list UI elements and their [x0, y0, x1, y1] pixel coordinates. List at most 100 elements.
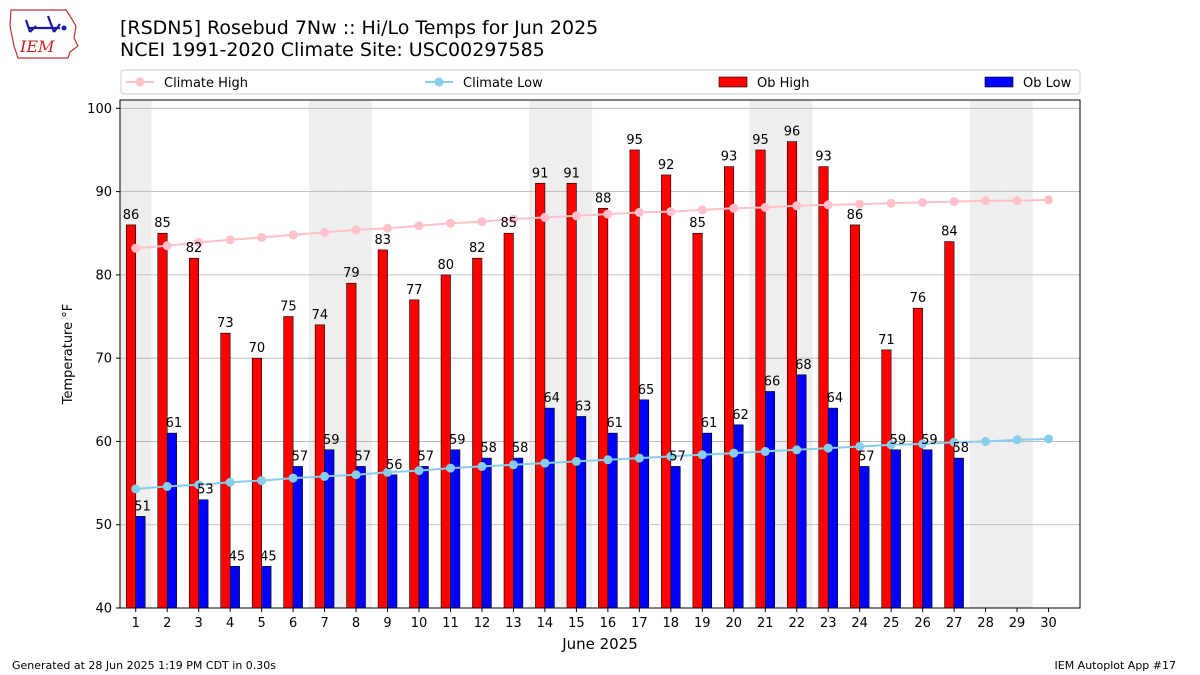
ob-low-label-day-10: 57: [417, 449, 434, 464]
ob-low-bar-day-27: [953, 457, 964, 609]
x-tick-label-24: 24: [851, 616, 868, 631]
ob-high-label-day-25: 71: [878, 333, 895, 348]
climate-high-point-day-12: [477, 217, 487, 227]
climate-high-point-day-1: [131, 243, 141, 253]
climate-high-point-day-2: [162, 241, 172, 251]
climate-high-point-day-29: [1012, 196, 1022, 206]
ob-low-label-day-11: 59: [449, 433, 466, 448]
climate-high-point-day-7: [320, 227, 330, 237]
weather-station-icon: [24, 15, 61, 33]
x-tick-label-4: 4: [226, 616, 234, 631]
ob-low-label-day-9: 56: [386, 458, 403, 473]
climate-low-point-day-7: [320, 471, 330, 481]
x-tick-label-10: 10: [411, 616, 428, 631]
ob-low-bar-day-22: [796, 374, 807, 609]
climate-low-point-day-3: [194, 480, 204, 490]
ob-low-bar-day-17: [639, 399, 650, 609]
ob-low-bar-day-26: [922, 449, 933, 609]
ob-high-label-day-16: 88: [595, 191, 612, 206]
legend-ob-low-label: Ob Low: [1023, 76, 1072, 91]
ob-low-label-day-23: 64: [827, 391, 844, 406]
ob-high-bar-day-9: [377, 249, 388, 609]
climate-high-point-day-23: [823, 200, 833, 210]
ob-high-label-day-20: 93: [721, 150, 738, 165]
climate-high-point-day-19: [697, 205, 707, 215]
ob-low-label-day-20: 62: [732, 408, 749, 423]
y-tick-label-100: 100: [87, 102, 112, 117]
x-tick-label-13: 13: [505, 616, 522, 631]
x-tick-label-3: 3: [195, 616, 203, 631]
climate-high-point-day-21: [760, 202, 770, 212]
x-tick-label-22: 22: [788, 616, 805, 631]
climate-low-point-day-25: [886, 440, 896, 450]
ob-low-bar-day-11: [450, 449, 461, 609]
iem-logo: IEM: [9, 9, 79, 59]
ob-low-label-day-13: 58: [512, 441, 529, 456]
climate-low-point-day-26: [918, 439, 928, 449]
x-tick-label-17: 17: [631, 616, 648, 631]
climate-high-point-day-30: [1044, 195, 1054, 205]
climate-high-point-day-18: [666, 207, 676, 217]
ob-high-label-day-13: 85: [500, 216, 517, 231]
generated-timestamp: Generated at 28 Jun 2025 1:19 PM CDT in …: [12, 659, 277, 672]
ob-high-bar-day-7: [314, 324, 325, 609]
ob-low-label-day-22: 68: [795, 358, 812, 373]
climate-high-point-day-9: [383, 223, 393, 233]
ob-low-bar-day-21: [764, 391, 775, 609]
ob-high-bar-day-27: [944, 241, 955, 609]
y-tick-label-80: 80: [95, 268, 112, 283]
climate-high-point-day-26: [918, 197, 928, 207]
weekend-shade-day-28: [969, 100, 1002, 608]
ob-high-bar-day-18: [661, 174, 672, 609]
ob-high-label-day-6: 75: [280, 300, 297, 315]
ob-low-bar-day-4: [229, 566, 240, 609]
x-tick-label-7: 7: [320, 616, 328, 631]
ob-high-bar-day-4: [220, 332, 231, 609]
climate-high-point-day-20: [729, 203, 739, 213]
ob-low-label-day-14: 64: [543, 391, 560, 406]
climate-high-point-day-14: [540, 212, 550, 222]
plot-frame: [119, 99, 1081, 609]
climate-high-point-day-28: [981, 196, 991, 206]
ob-high-label-day-2: 85: [154, 216, 171, 231]
ob-low-bar-day-8: [355, 466, 366, 609]
y-axis-label: Temperature °F: [61, 304, 76, 405]
app-credit: IEM Autoplot App #17: [1054, 659, 1177, 672]
ob-low-label-day-17: 65: [638, 383, 655, 398]
station-dot: [61, 25, 67, 31]
logo-text: IEM: [19, 37, 55, 56]
ob-low-label-day-26: 59: [921, 433, 938, 448]
ob-high-label-day-7: 74: [312, 308, 329, 323]
climate-low-point-day-13: [508, 460, 518, 470]
ob-high-bar-day-17: [629, 149, 640, 609]
climate-high-point-day-3: [194, 237, 204, 247]
y-tick-label-60: 60: [95, 435, 112, 450]
chart-title: [RSDN5] Rosebud 7Nw :: Hi/Lo Temps for J…: [120, 17, 598, 61]
climate-high-point-day-10: [414, 221, 424, 231]
ob-low-bar-day-24: [859, 466, 870, 609]
ob-high-label-day-4: 73: [217, 316, 234, 331]
ob-high-bar-day-24: [849, 224, 860, 609]
title-line-2: NCEI 1991-2020 Climate Site: USC00297585: [120, 39, 545, 61]
ob-high-label-day-18: 92: [658, 158, 675, 173]
ob-low-bar-day-1: [135, 516, 146, 609]
ob-high-label-day-24: 86: [847, 208, 864, 223]
x-tick-label-9: 9: [383, 616, 391, 631]
climate-low-point-day-11: [445, 463, 455, 473]
x-tick-label-16: 16: [600, 616, 617, 631]
ob-high-label-day-10: 77: [406, 283, 423, 298]
y-tick-label-50: 50: [95, 518, 112, 533]
climate-high-point-day-15: [571, 211, 581, 221]
ob-low-bar-day-23: [827, 407, 838, 609]
climate-high-point-day-27: [949, 197, 959, 207]
x-tick-label-28: 28: [977, 616, 994, 631]
ob-low-bar-day-15: [576, 416, 587, 609]
ob-low-label-day-1: 51: [134, 499, 151, 514]
ob-high-label-day-11: 80: [437, 258, 454, 273]
ob-high-label-day-1: 86: [123, 208, 140, 223]
climate-high-point-day-24: [855, 199, 865, 209]
ob-high-label-day-12: 82: [469, 241, 486, 256]
ob-low-label-day-15: 63: [575, 399, 592, 414]
ob-low-label-day-25: 59: [890, 433, 907, 448]
